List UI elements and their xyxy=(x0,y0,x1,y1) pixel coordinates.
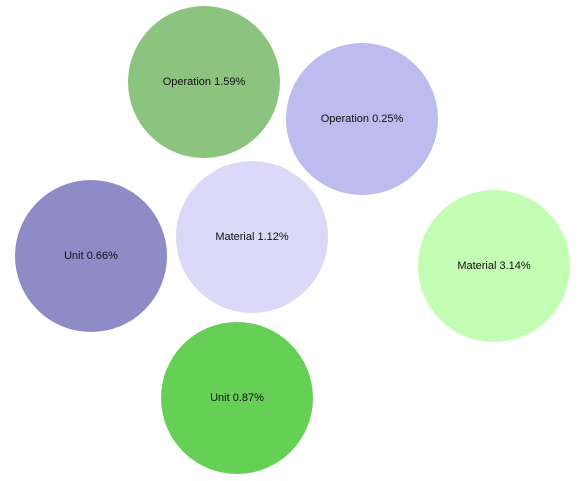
bubbles-group: Operation 1.59% Operation 0.25% Unit 0.66%… xyxy=(15,6,570,474)
bubble-label: Unit 0.66% xyxy=(64,250,118,262)
bubble-label: Material 3.14% xyxy=(457,260,531,272)
bubble-label: Operation 0.25% xyxy=(321,113,404,125)
bubble-circle xyxy=(418,190,570,342)
bubble-label: Unit 0.87% xyxy=(210,392,264,404)
bubble: Operation 0.25% xyxy=(286,43,438,195)
bubble-circle xyxy=(176,161,328,313)
bubble-label: Material 1.12% xyxy=(215,231,289,243)
bubble: Operation 1.59% xyxy=(128,6,280,158)
bubble-circle xyxy=(15,180,167,332)
bubble: Material 1.12% xyxy=(176,161,328,313)
bubble: Material 3.14% xyxy=(418,190,570,342)
bubble-circle xyxy=(128,6,280,158)
bubble-circle xyxy=(161,322,313,474)
bubble-circle xyxy=(286,43,438,195)
bubble-label: Operation 1.59% xyxy=(163,76,246,88)
bubble: Unit 0.66% xyxy=(15,180,167,332)
bubble: Unit 0.87% xyxy=(161,322,313,474)
